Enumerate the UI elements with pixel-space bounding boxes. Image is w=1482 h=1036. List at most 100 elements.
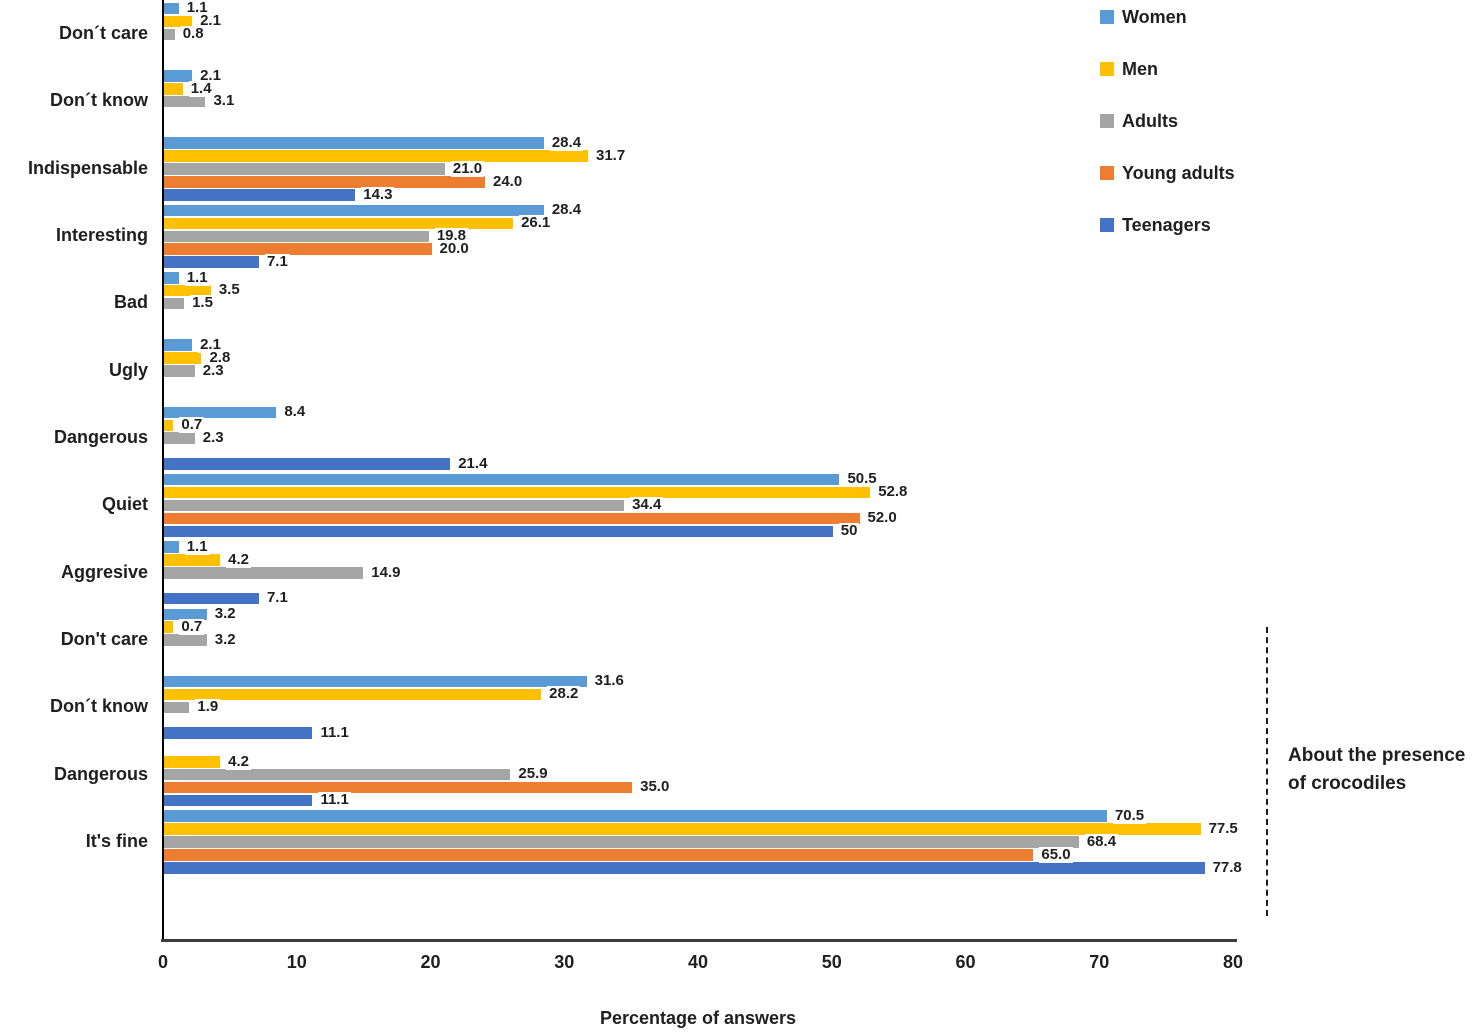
bar-value-label: 4.2 bbox=[226, 550, 252, 568]
bar-value-label: 0.7 bbox=[179, 416, 205, 434]
legend-label: Men bbox=[1122, 58, 1158, 79]
annotation-line-1: About the presence bbox=[1288, 745, 1466, 766]
bar-women bbox=[164, 406, 277, 419]
x-tick-label: 50 bbox=[821, 952, 842, 972]
legend-label: Adults bbox=[1122, 110, 1178, 131]
bar-men bbox=[164, 688, 542, 701]
legend-item-young-adults: Young adults bbox=[1100, 163, 1235, 183]
bar-teenagers bbox=[164, 525, 833, 538]
bar-value-label: 31.6 bbox=[592, 672, 626, 690]
bar-adults bbox=[164, 836, 1079, 848]
bar-adults bbox=[164, 163, 445, 175]
bar-women bbox=[164, 473, 840, 486]
bar-value-label: 8.4 bbox=[282, 403, 308, 421]
bar-value-label: 28.2 bbox=[547, 685, 581, 703]
bar-value-label: 25.9 bbox=[516, 765, 550, 783]
bar-value-label: 77.8 bbox=[1210, 858, 1244, 876]
bar-adults bbox=[164, 230, 429, 243]
bar-value-label: 3.2 bbox=[212, 630, 238, 648]
bar-value-label: 3.2 bbox=[212, 605, 238, 623]
legend-swatch-icon bbox=[1100, 10, 1114, 24]
bar-value-label: 14.3 bbox=[361, 185, 395, 203]
bar-value-label: 50 bbox=[838, 522, 860, 540]
bar-women bbox=[164, 541, 179, 553]
bar-value-label: 77.5 bbox=[1206, 819, 1240, 837]
bar-teenagers bbox=[164, 256, 259, 268]
bar-value-label: 2.8 bbox=[207, 348, 233, 366]
bar-teenagers bbox=[164, 189, 356, 201]
category-label: Don´t know bbox=[50, 696, 148, 717]
legend-label: Teenagers bbox=[1122, 214, 1211, 235]
bar-value-label: 1.9 bbox=[195, 698, 221, 716]
bar-young-adults bbox=[164, 781, 633, 794]
x-tick-label: 80 bbox=[1222, 952, 1244, 972]
bar-men bbox=[164, 150, 588, 162]
bar-men bbox=[164, 217, 514, 230]
bar-value-label: 24.0 bbox=[491, 172, 525, 190]
bar-women bbox=[164, 2, 179, 15]
legend-item-adults: Adults bbox=[1100, 111, 1235, 131]
bar-value-label: 52.8 bbox=[876, 483, 910, 501]
bar-women bbox=[164, 339, 193, 351]
bar-men bbox=[164, 15, 193, 28]
category-label: Don´t know bbox=[50, 90, 148, 111]
bar-women bbox=[164, 70, 193, 82]
bar-men bbox=[164, 756, 221, 768]
annotation-text: About the presence of crocodiles bbox=[1288, 742, 1465, 798]
bar-value-label: 28.4 bbox=[549, 201, 584, 219]
annotation-line-2: of crocodiles bbox=[1288, 773, 1407, 794]
bar-adults bbox=[164, 28, 175, 41]
legend-item-teenagers: Teenagers bbox=[1100, 215, 1235, 235]
bar-value-label: 52.0 bbox=[865, 509, 899, 527]
bar-value-label: 1.1 bbox=[184, 0, 210, 17]
bar-value-label: 3.1 bbox=[211, 92, 237, 110]
bar-women bbox=[164, 675, 587, 688]
category-label: Dangerous bbox=[53, 763, 148, 784]
x-axis-line bbox=[161, 939, 1237, 942]
legend-label: Women bbox=[1122, 6, 1187, 27]
bar-young-adults bbox=[164, 849, 1034, 861]
bar-value-label: 2.1 bbox=[198, 12, 223, 30]
bar-teenagers bbox=[164, 727, 313, 739]
bar-men bbox=[164, 554, 221, 566]
bar-value-label: 0.7 bbox=[179, 617, 205, 635]
bar-young-adults bbox=[164, 512, 860, 525]
bar-value-label: 1.1 bbox=[184, 268, 210, 286]
legend-item-women: Women bbox=[1100, 7, 1235, 27]
bar-teenagers bbox=[164, 794, 313, 807]
bar-value-label: 14.9 bbox=[369, 563, 403, 581]
bar-value-label: 68.4 bbox=[1084, 832, 1119, 850]
bar-young-adults bbox=[164, 176, 485, 188]
bar-adults bbox=[164, 768, 511, 781]
bar-value-label: 2.3 bbox=[200, 428, 226, 446]
bar-value-label: 7.1 bbox=[264, 252, 290, 270]
bar-men bbox=[164, 486, 871, 499]
bar-value-label: 21.4 bbox=[456, 454, 490, 472]
bar-teenagers bbox=[164, 592, 259, 605]
category-label: Quiet bbox=[101, 494, 148, 515]
bar-women bbox=[164, 608, 207, 621]
bar-adults bbox=[164, 432, 195, 444]
category-label: It's fine bbox=[85, 830, 148, 851]
legend-swatch-icon bbox=[1100, 218, 1114, 232]
bar-women bbox=[164, 272, 179, 284]
category-label: Don't care bbox=[60, 628, 148, 649]
bar-adults bbox=[164, 634, 207, 646]
bar-value-label: 11.1 bbox=[318, 723, 351, 741]
bar-adults bbox=[164, 701, 190, 714]
bar-young-adults bbox=[164, 243, 432, 255]
bar-value-label: 1.5 bbox=[190, 294, 215, 312]
x-tick-label: 60 bbox=[955, 952, 976, 972]
annotation-dashed-line bbox=[1266, 627, 1268, 916]
legend-swatch-icon bbox=[1100, 166, 1114, 180]
bar-teenagers bbox=[164, 458, 451, 470]
bar-men bbox=[164, 823, 1201, 835]
bar-value-label: 20.0 bbox=[437, 239, 471, 257]
bar-men bbox=[164, 419, 174, 432]
bar-value-label: 0.8 bbox=[180, 25, 206, 43]
bar-value-label: 26.1 bbox=[519, 214, 553, 232]
bar-adults bbox=[164, 365, 195, 377]
bar-adults bbox=[164, 95, 206, 108]
bar-value-label: 4.2 bbox=[226, 752, 252, 770]
